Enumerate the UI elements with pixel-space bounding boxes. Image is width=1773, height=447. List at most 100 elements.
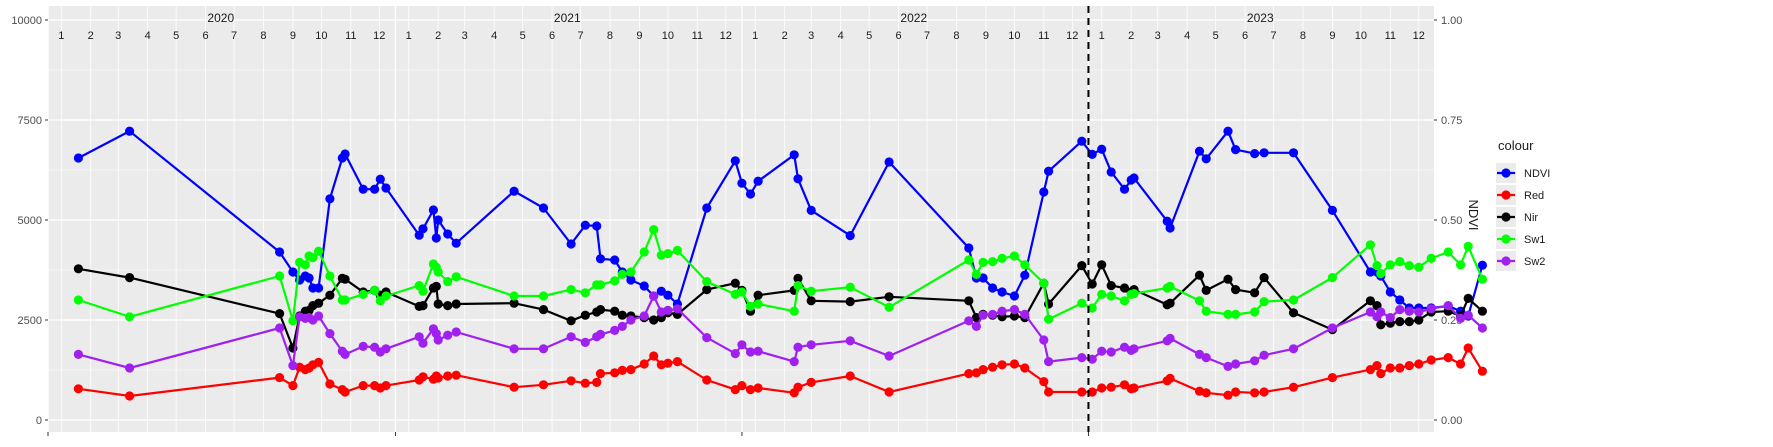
year-label: 2022 [900, 11, 927, 25]
data-point-ndvi [1119, 184, 1130, 194]
data-point-sw1 [1395, 257, 1405, 267]
data-point-nir [433, 299, 443, 309]
data-point-ndvi [1288, 148, 1299, 158]
data-point-ndvi [1009, 291, 1020, 301]
month-label: 5 [173, 30, 179, 42]
month-label: 2 [1128, 30, 1134, 42]
data-point-ndvi [988, 283, 998, 293]
data-point-sw2 [1250, 356, 1260, 366]
data-point-red [730, 385, 740, 395]
year-label: 2020 [207, 11, 234, 25]
month-label: 9 [983, 30, 989, 42]
data-point-ndvi [381, 183, 391, 193]
legend-entry-label: Sw2 [1524, 256, 1545, 268]
data-point-ndvi [1250, 149, 1260, 159]
data-point-ndvi [997, 287, 1007, 297]
data-point-sw2 [1288, 344, 1299, 354]
data-point-sw2 [580, 337, 590, 347]
data-point-ndvi [288, 267, 298, 277]
data-point-sw1 [672, 245, 683, 255]
y-right-axis-title: NDVI [1466, 199, 1481, 230]
data-point-sw2 [509, 344, 519, 354]
data-point-nir [1077, 261, 1087, 271]
data-point-nir [340, 274, 350, 284]
data-point-red [1376, 369, 1386, 379]
year-label: 2023 [1247, 11, 1274, 25]
data-point-sw2 [325, 329, 335, 339]
data-point-sw2 [1087, 354, 1097, 364]
month-label: 1 [752, 30, 758, 42]
data-point-ndvi [1087, 149, 1097, 159]
legend-entry-label: NDVI [1524, 168, 1550, 180]
month-label: 4 [838, 30, 844, 42]
data-point-nir [1414, 315, 1424, 325]
data-point-red [1129, 383, 1139, 393]
month-label: 7 [231, 30, 237, 42]
data-point-red [997, 360, 1007, 370]
data-point-sw1 [1119, 296, 1130, 306]
data-point-ndvi [1477, 260, 1487, 270]
data-point-sw1 [971, 269, 982, 279]
data-point-sw2 [288, 361, 298, 371]
data-point-sw2 [1443, 301, 1453, 311]
data-point-sw1 [617, 269, 627, 279]
data-point-sw1 [1009, 251, 1020, 261]
data-point-sw2 [639, 311, 649, 321]
y-left-tick-label: 5000 [18, 215, 42, 227]
data-point-sw1 [451, 272, 461, 282]
month-label: 6 [1242, 30, 1248, 42]
data-point-ndvi [1231, 145, 1241, 155]
data-point-red [125, 391, 135, 401]
data-point-nir [1223, 274, 1233, 284]
data-point-red [1404, 361, 1414, 371]
data-point-ndvi [580, 220, 590, 230]
data-point-red [702, 375, 712, 385]
data-point-nir [125, 273, 135, 283]
month-label: 12 [1413, 30, 1425, 42]
data-point-sw2 [381, 344, 391, 354]
data-point-nir [431, 281, 441, 291]
data-point-sw1 [340, 295, 350, 305]
data-point-nir [418, 301, 428, 311]
data-point-ndvi [884, 157, 894, 167]
y-right-tick-label: 0.00 [1441, 415, 1462, 427]
data-point-sw2 [358, 341, 368, 351]
data-point-sw2 [1463, 310, 1473, 320]
data-point-sw1 [1477, 274, 1487, 284]
y-left-tick-label: 0 [36, 415, 42, 427]
data-point-sw1 [1385, 260, 1395, 270]
legend-title: colour [1498, 138, 1534, 153]
data-point-ndvi [1385, 287, 1395, 297]
data-point-red [538, 380, 549, 390]
data-point-red [340, 387, 350, 397]
data-point-sw1 [978, 257, 988, 267]
data-point-red [314, 357, 324, 367]
y-right-tick-label: 0.75 [1441, 115, 1462, 127]
data-point-sw1 [1077, 298, 1087, 308]
y-right-tick-label: 1.00 [1441, 15, 1462, 27]
month-label: 12 [1066, 30, 1078, 42]
data-point-red [1426, 355, 1436, 365]
data-point-sw1 [702, 277, 712, 287]
data-point-nir [1259, 273, 1269, 283]
data-point-red [884, 387, 894, 397]
data-point-ndvi [845, 231, 855, 241]
data-point-sw1 [845, 282, 855, 292]
data-point-red [617, 365, 627, 375]
data-point-nir [509, 298, 519, 308]
data-point-sw1 [443, 277, 453, 287]
data-point-sw2 [1039, 335, 1049, 345]
data-point-nir [1376, 320, 1386, 330]
data-point-sw2 [1477, 323, 1487, 333]
data-point-red [1165, 373, 1175, 383]
data-point-nir [1119, 283, 1130, 293]
data-point-nir [617, 310, 627, 320]
data-point-ndvi [73, 153, 83, 163]
data-point-sw1 [1087, 303, 1097, 313]
data-point-sw1 [1194, 296, 1205, 306]
data-point-sw1 [325, 271, 335, 281]
data-point-red [1201, 388, 1211, 398]
month-label: 11 [692, 30, 703, 42]
data-point-sw1 [1372, 261, 1382, 271]
data-point-red [1395, 363, 1405, 373]
